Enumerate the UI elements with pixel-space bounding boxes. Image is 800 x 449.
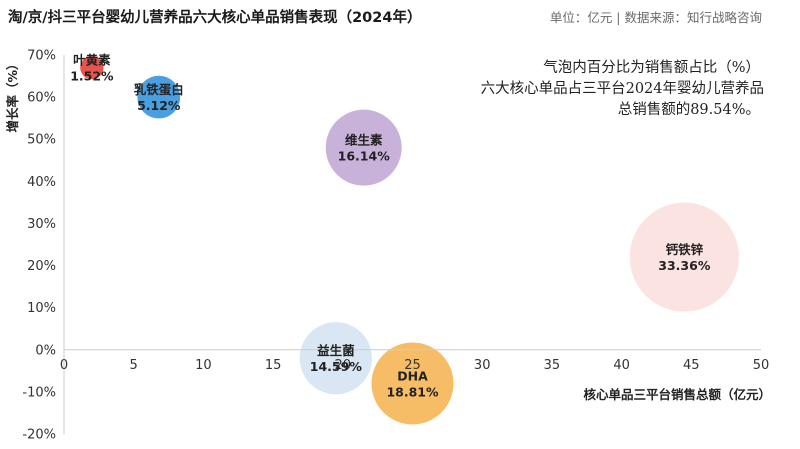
- y-tick-label: 50%: [27, 133, 56, 148]
- y-tick-label: -10%: [22, 385, 56, 400]
- y-tick-label: 10%: [27, 301, 56, 316]
- bubble-叶黄素[interactable]: [80, 55, 104, 80]
- x-tick-label: 15: [265, 358, 282, 373]
- x-tick-label: 50: [753, 358, 770, 373]
- annotation-line-3: 总销售额的89.54%。: [617, 102, 760, 118]
- bubble-name-label: 维生素: [345, 133, 383, 148]
- x-tick-label: 20: [335, 358, 352, 373]
- y-axis-label: 增长率（%）: [5, 57, 20, 132]
- x-tick-label: 35: [544, 358, 561, 373]
- bubble-name-label: 乳铁蛋白: [134, 82, 184, 97]
- x-tick-label: 40: [613, 358, 630, 373]
- bubble-share-label: 5.12%: [137, 98, 181, 113]
- bubble-name-label: DHA: [397, 368, 428, 383]
- x-tick-label: 30: [474, 358, 491, 373]
- x-tick-label: 25: [404, 358, 421, 373]
- y-tick-label: 0%: [35, 343, 56, 358]
- y-tick-label: -20%: [22, 428, 56, 443]
- x-tick-label: 10: [195, 358, 212, 373]
- x-ticks: 0 5 10 15 20 25 30 35 40 45 50: [60, 358, 769, 373]
- bubble-益生菌[interactable]: [299, 322, 372, 395]
- chart-title: 淘/京/抖三平台婴幼儿营养品六大核心单品销售表现（2024年）: [8, 10, 422, 26]
- bubble-name-label: 钙铁锌: [666, 242, 704, 257]
- x-axis-label: 核心单品三平台销售总额（亿元）: [583, 387, 771, 402]
- bubble-name-label: 叶黄素: [73, 53, 111, 68]
- unit-source-note: 单位：亿元 | 数据来源：知行战略咨询: [549, 10, 762, 25]
- bubble-share-label: 1.52%: [70, 69, 114, 84]
- bubble-钙铁锌[interactable]: [629, 202, 739, 312]
- y-tick-label: 40%: [27, 175, 56, 190]
- bubble-share-label: 16.14%: [338, 149, 391, 164]
- bubbles-layer: [80, 55, 739, 425]
- y-tick-label: 20%: [27, 259, 56, 274]
- bubble-维生素[interactable]: [325, 109, 402, 186]
- x-tick-label: 45: [683, 358, 700, 373]
- bubble-share-label: 14.59%: [310, 359, 363, 374]
- bubble-乳铁蛋白[interactable]: [137, 75, 181, 119]
- bubble-DHA[interactable]: [371, 342, 454, 425]
- annotation-line-1: 气泡内百分比为销售额占比（%）: [543, 60, 760, 76]
- chart-annotation: 气泡内百分比为销售额占比（%） 六大核心单品占三平台2024年婴幼儿营养品 总销…: [400, 58, 764, 121]
- x-tick-label: 0: [60, 358, 68, 373]
- x-tick-label: 5: [130, 358, 138, 373]
- y-tick-label: 60%: [27, 91, 56, 106]
- y-tick-label: 70%: [27, 49, 56, 64]
- annotation-line-2: 六大核心单品占三平台2024年婴幼儿营养品: [480, 81, 764, 97]
- y-tick-label: 30%: [27, 217, 56, 232]
- bubble-name-label: 益生菌: [317, 343, 355, 358]
- bubble-share-label: 18.81%: [386, 384, 439, 399]
- y-ticks: 70% 60% 50% 40% 30% 20% 10% 0% -10% -20%: [22, 49, 56, 443]
- bubble-share-label: 33.36%: [658, 258, 711, 273]
